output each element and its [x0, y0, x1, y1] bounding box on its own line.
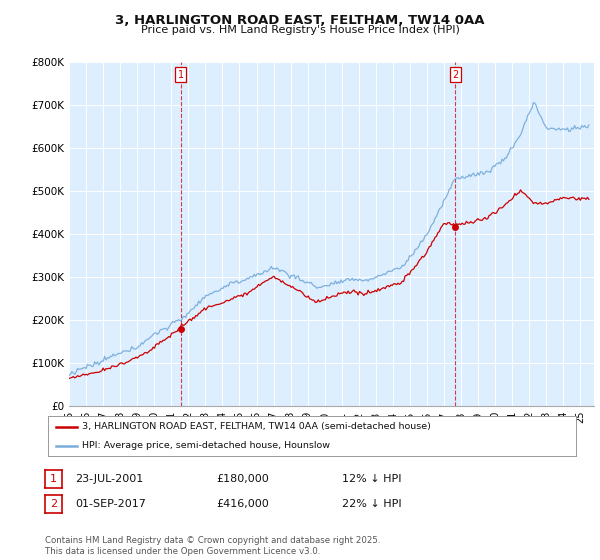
Text: 2: 2 — [50, 499, 57, 509]
Text: 2: 2 — [452, 69, 458, 80]
Text: 22% ↓ HPI: 22% ↓ HPI — [342, 499, 401, 509]
Text: 1: 1 — [178, 69, 184, 80]
Text: 23-JUL-2001: 23-JUL-2001 — [75, 474, 143, 484]
Text: Price paid vs. HM Land Registry's House Price Index (HPI): Price paid vs. HM Land Registry's House … — [140, 25, 460, 35]
Text: 3, HARLINGTON ROAD EAST, FELTHAM, TW14 0AA: 3, HARLINGTON ROAD EAST, FELTHAM, TW14 0… — [115, 14, 485, 27]
Text: 01-SEP-2017: 01-SEP-2017 — [75, 499, 146, 509]
Text: Contains HM Land Registry data © Crown copyright and database right 2025.
This d: Contains HM Land Registry data © Crown c… — [45, 536, 380, 556]
Text: 1: 1 — [50, 474, 57, 484]
Text: HPI: Average price, semi-detached house, Hounslow: HPI: Average price, semi-detached house,… — [82, 441, 331, 450]
Text: 12% ↓ HPI: 12% ↓ HPI — [342, 474, 401, 484]
Text: 3, HARLINGTON ROAD EAST, FELTHAM, TW14 0AA (semi-detached house): 3, HARLINGTON ROAD EAST, FELTHAM, TW14 0… — [82, 422, 431, 431]
Text: £416,000: £416,000 — [216, 499, 269, 509]
Text: £180,000: £180,000 — [216, 474, 269, 484]
